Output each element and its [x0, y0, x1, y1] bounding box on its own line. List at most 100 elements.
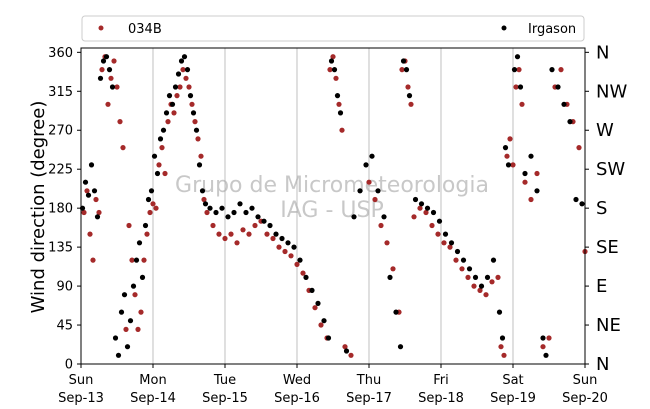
data-point: [184, 67, 191, 73]
data-point: [555, 84, 561, 90]
data-point: [201, 196, 207, 203]
data-point: [390, 266, 396, 272]
data-point: [498, 344, 504, 350]
compass-label: W: [596, 120, 614, 141]
data-point: [288, 253, 294, 259]
data-point: [246, 231, 252, 237]
data-point: [195, 136, 201, 142]
data-point: [148, 188, 155, 194]
data-point: [576, 145, 582, 151]
data-point: [112, 335, 119, 341]
x-tick-date: Sep-20: [562, 391, 608, 406]
data-point: [558, 67, 564, 73]
data-point: [522, 179, 528, 185]
x-tick-date: Sep-16: [274, 391, 320, 406]
x-tick-day: Sat: [502, 373, 523, 388]
data-point: [342, 344, 348, 350]
x-tick-date: Sep-19: [490, 391, 536, 406]
data-point: [88, 162, 95, 168]
data-point: [90, 257, 96, 263]
data-point: [484, 274, 491, 280]
x-tick-day: Thu: [356, 373, 381, 388]
data-point: [348, 352, 354, 358]
data-point: [127, 318, 134, 324]
data-point: [510, 162, 516, 168]
data-point: [114, 84, 120, 90]
data-point: [264, 231, 270, 237]
data-point: [447, 244, 453, 250]
data-point: [106, 67, 113, 73]
data-point: [561, 101, 567, 107]
data-point: [327, 67, 333, 73]
data-point: [331, 67, 338, 73]
x-tick-date: Sep-14: [130, 391, 176, 406]
data-point: [96, 209, 102, 216]
y-tick-label: 45: [56, 319, 73, 334]
data-point: [522, 170, 528, 177]
x-axis: Sun Sep-13 Mon Sep-14 Tue Sep-15 Wed Sep-16 Thu S…: [58, 364, 608, 406]
data-point: [579, 201, 585, 207]
data-point: [190, 110, 197, 116]
data-point: [145, 196, 152, 203]
data-point: [507, 136, 513, 142]
data-point: [193, 127, 200, 133]
data-point: [109, 84, 116, 90]
data-point: [490, 257, 497, 263]
data-point: [99, 67, 105, 73]
y-tick-label: 0: [65, 358, 73, 373]
x-tick-day: Sun: [69, 373, 94, 388]
data-point: [124, 344, 131, 350]
data-point: [315, 300, 321, 306]
data-point: [477, 287, 483, 293]
data-point: [172, 84, 179, 90]
data-point: [196, 162, 203, 168]
y-tick-label: 225: [48, 163, 73, 178]
data-point: [424, 205, 431, 211]
data-point: [103, 54, 110, 60]
x-tick-date: Sep-17: [346, 391, 392, 406]
data-point: [178, 58, 185, 64]
data-point: [243, 209, 249, 216]
data-point: [181, 54, 188, 60]
data-point: [291, 244, 297, 250]
data-point: [466, 266, 473, 272]
data-point: [459, 266, 465, 272]
data-point: [180, 67, 186, 73]
data-point: [231, 209, 237, 216]
data-point: [378, 222, 384, 229]
data-point: [448, 240, 455, 246]
data-point: [294, 261, 300, 267]
data-point: [453, 257, 459, 263]
data-point: [147, 209, 153, 216]
data-point: [150, 201, 156, 207]
data-point: [343, 348, 350, 354]
data-point: [403, 67, 410, 73]
data-point: [133, 257, 140, 263]
data-point: [85, 192, 92, 198]
data-point: [255, 214, 261, 220]
data-point: [120, 145, 126, 151]
data-point: [121, 292, 128, 298]
x-tick-date: Sep-15: [202, 391, 248, 406]
data-point: [165, 119, 171, 125]
x-tick-date: Sep-13: [58, 391, 104, 406]
data-point: [372, 196, 378, 203]
data-point: [216, 231, 222, 237]
data-point: [454, 248, 461, 255]
data-point: [514, 54, 521, 60]
data-point: [412, 196, 419, 203]
data-point: [202, 201, 209, 207]
data-point: [517, 84, 524, 90]
data-point: [267, 222, 273, 229]
data-point: [465, 274, 471, 280]
compass-label: NE: [596, 315, 621, 336]
data-point: [93, 196, 99, 203]
data-point: [108, 75, 114, 81]
data-point: [397, 344, 404, 350]
series-0: [81, 54, 588, 358]
data-point: [513, 84, 519, 90]
data-point: [204, 209, 210, 216]
compass-label: NW: [596, 81, 627, 102]
legend-marker-irgason: [501, 25, 507, 31]
data-point: [387, 274, 393, 280]
